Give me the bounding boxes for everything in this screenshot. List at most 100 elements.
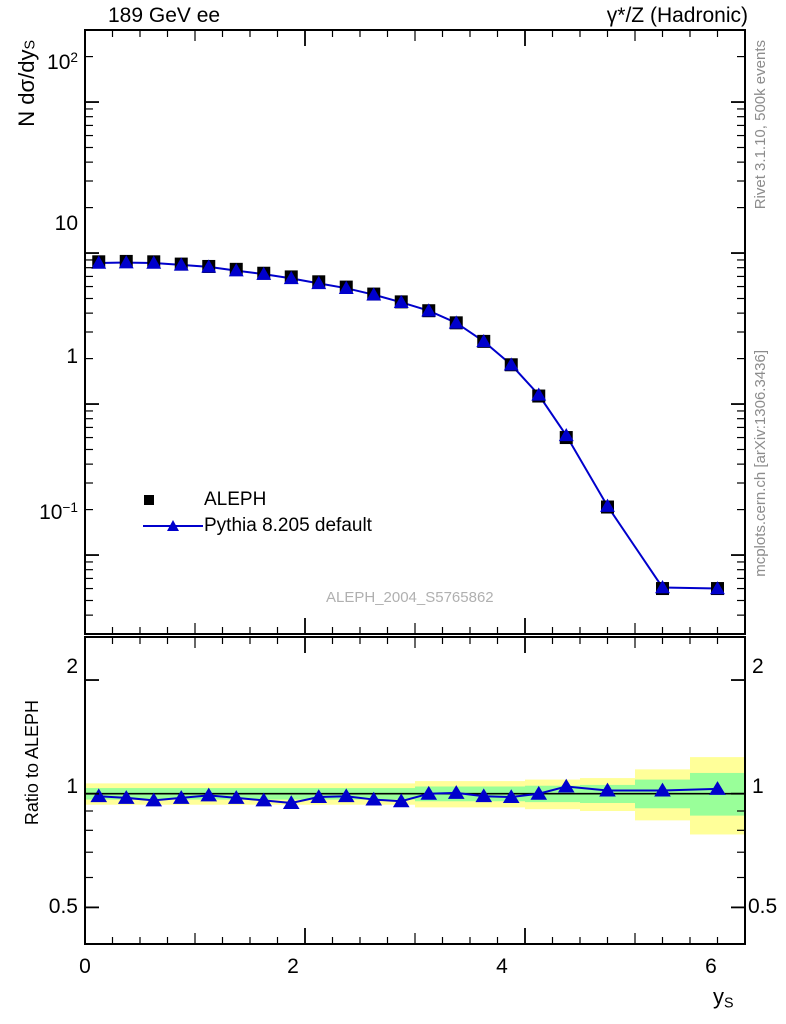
- ratio-curve: [98, 785, 718, 805]
- main-ytick-mantissa-0.1: 10: [39, 500, 63, 524]
- data-point-marker: [504, 358, 518, 372]
- data-point-marker: [656, 582, 669, 596]
- ratio-ytick-label-left-1: 1: [66, 775, 78, 798]
- mc-point-marker: [173, 257, 189, 271]
- ratio-band-inner: [690, 772, 745, 816]
- data-point-marker: [257, 266, 271, 280]
- mc-point-marker: [283, 270, 299, 285]
- mc-point-marker: [366, 287, 382, 301]
- mc-point-marker: [503, 357, 519, 371]
- mc-point-marker: [228, 263, 244, 277]
- data-point-marker: [532, 389, 546, 403]
- ratio-band-outer: [635, 769, 690, 821]
- legend-label-pythia: Pythia 8.205 default: [204, 515, 372, 536]
- watermark-label: ALEPH_2004_S5765862: [326, 589, 494, 606]
- main-ytick-mantissa-10: 10: [54, 212, 78, 235]
- ratio-point-marker: [310, 789, 328, 804]
- ratio-point-marker: [282, 795, 300, 809]
- ratio-ytick-label-right-2: 2: [752, 655, 764, 678]
- data-point-marker: [229, 262, 243, 276]
- ratio-point-marker: [557, 778, 575, 793]
- ratio-point-marker: [447, 785, 465, 799]
- main-ytick-mantissa-1: 1: [66, 345, 78, 368]
- mc-point-marker: [201, 259, 217, 273]
- mc-point-marker: [655, 580, 670, 594]
- ratio-point-marker: [365, 791, 383, 806]
- ratio-point-marker: [392, 793, 410, 808]
- main-ytick-label-0.1: 10−1: [12, 500, 78, 525]
- main-ytick-exp-0.1: −1: [62, 500, 78, 515]
- header-right-label: γ*/Z (Hadronic): [606, 4, 748, 27]
- ratio-point-marker: [117, 790, 135, 804]
- main-ytick-label-100: 102: [12, 50, 78, 75]
- ratio-point-marker: [255, 792, 273, 807]
- ratio-ytick-label-right-0.5: 0.5: [748, 895, 778, 918]
- legend-label-aleph: ALEPH: [204, 489, 267, 510]
- mc-point-marker: [421, 303, 437, 317]
- data-point-marker: [202, 259, 216, 273]
- data-point-marker: [394, 295, 408, 309]
- data-point-marker: [422, 304, 436, 318]
- ratio-panel-frame: [84, 636, 746, 945]
- data-point-marker: [174, 257, 188, 271]
- mc-point-marker: [118, 255, 134, 269]
- ratio-point-marker: [337, 788, 355, 803]
- data-point-marker: [559, 431, 573, 445]
- mc-point-marker: [146, 255, 162, 269]
- main-ytick-label-10: 10: [12, 212, 78, 236]
- triangle-marker-line-icon: [142, 518, 204, 534]
- data-point-marker: [449, 316, 463, 330]
- x-axis-label-sub: S: [724, 995, 734, 1012]
- mc-point-marker: [476, 333, 492, 348]
- legend-entry-pythia: Pythia 8.205 default: [142, 513, 372, 539]
- ratio-point-marker: [200, 787, 218, 802]
- mc-curve: [98, 261, 718, 590]
- header-left-label: 189 GeV ee: [108, 4, 221, 27]
- ratio-y-axis-label: Ratio to ALEPH: [22, 700, 42, 826]
- data-point-marker: [284, 270, 298, 284]
- ratio-band-inner: [525, 785, 580, 803]
- data-point-marker: [711, 582, 724, 596]
- mc-point-marker: [91, 255, 107, 269]
- data-point-marker: [601, 500, 614, 514]
- ratio-point-marker: [530, 785, 548, 800]
- ratio-band-inner: [580, 784, 635, 803]
- side-note-mcplots: mcplots.cern.ch [arXiv:1306.3436]: [752, 350, 769, 577]
- ratio-band-outer: [525, 779, 580, 810]
- ratio-point-marker: [654, 782, 671, 797]
- ratio-band-outer: [690, 757, 745, 835]
- ratio-point-marker: [475, 788, 493, 803]
- ratio-point-marker: [172, 790, 190, 804]
- xtick-label-2: 2: [287, 955, 299, 978]
- mc-point-marker: [338, 280, 354, 294]
- x-axis-label: yS: [713, 984, 734, 1012]
- main-y-axis-label-sub: S: [22, 40, 39, 50]
- mc-point-marker: [558, 427, 574, 442]
- mc-point-marker: [393, 294, 409, 309]
- mc-point-marker: [600, 498, 615, 512]
- ratio-band-outer: [415, 781, 525, 808]
- ratio-band-inner: [415, 786, 525, 802]
- ratio-point-marker: [90, 788, 108, 803]
- data-point-marker: [339, 280, 353, 294]
- xtick-label-6: 6: [705, 955, 717, 978]
- main-ytick-label-1: 1: [12, 345, 78, 369]
- data-point-marker: [147, 255, 161, 269]
- xtick-label-0: 0: [79, 955, 91, 978]
- ratio-ytick-label-right-1: 1: [752, 775, 764, 798]
- data-point-marker: [367, 287, 381, 301]
- ratio-ytick-label-left-2: 2: [66, 655, 78, 678]
- ratio-point-marker: [502, 789, 520, 804]
- mc-point-marker: [531, 387, 547, 401]
- ratio-ytick-label-left-0.5: 0.5: [48, 895, 78, 918]
- data-point-marker: [119, 254, 133, 268]
- data-point-marker: [92, 255, 106, 269]
- mc-point-marker: [256, 266, 272, 280]
- mc-point-marker: [710, 581, 725, 595]
- x-axis-label-prefix: y: [713, 984, 724, 1009]
- xtick-label-4: 4: [496, 955, 508, 978]
- main-ytick-mantissa-100: 10: [47, 50, 71, 74]
- mc-point-marker: [311, 275, 327, 290]
- ratio-point-marker: [145, 792, 163, 807]
